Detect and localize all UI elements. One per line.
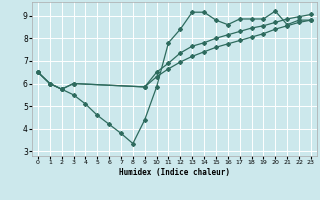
X-axis label: Humidex (Indice chaleur): Humidex (Indice chaleur) bbox=[119, 168, 230, 177]
